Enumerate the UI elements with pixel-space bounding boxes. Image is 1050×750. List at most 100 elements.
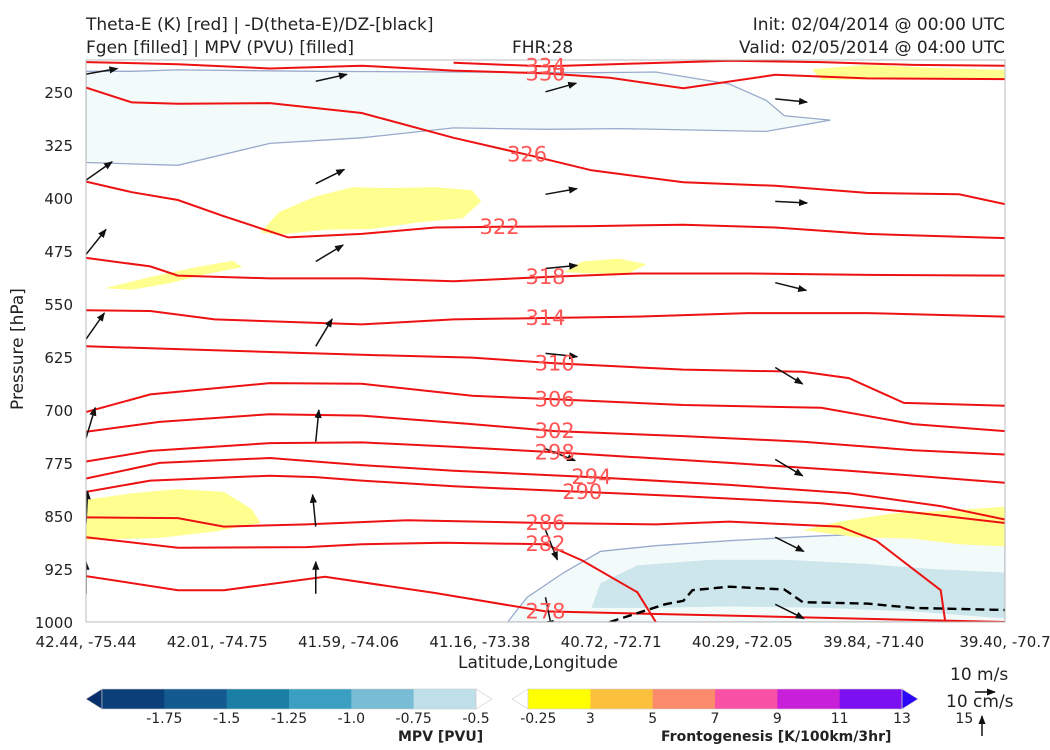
x-tick-label: 41.59, -74.06 <box>298 633 399 651</box>
x-tick-label: 40.29, -72.05 <box>692 633 793 651</box>
fgen-colorbar-tick-label: 3 <box>586 711 595 727</box>
mpv-colorbar-segment <box>226 689 290 709</box>
mpv-colorbar-segment <box>413 689 477 709</box>
theta-e-contour-306 <box>86 382 1005 433</box>
wind-vector <box>775 281 808 292</box>
mpv-colorbar-tick-label: -1.25 <box>271 711 307 727</box>
contour-label: 298 <box>535 440 575 464</box>
wind-vector <box>315 244 344 263</box>
fgen-region <box>563 258 647 274</box>
wind-vector <box>86 161 113 181</box>
theta-e-contour-326 <box>86 86 1005 206</box>
chart-title-line2: Fgen [filled] | MPV (PVU) [filled] <box>86 38 355 58</box>
contour-label: 278 <box>525 599 565 623</box>
fgen-colorbar-tick-label: 9 <box>773 711 782 727</box>
fgen-colorbar-extend-right <box>901 688 919 710</box>
mpv-colorbar-outline <box>101 688 477 710</box>
y-tick-label: 1000 <box>35 614 73 632</box>
theta-e-contour-322 <box>86 180 1005 240</box>
theta-e-contour-318 <box>86 256 1005 283</box>
y-tick-label: 400 <box>44 190 73 208</box>
wind-vector <box>315 168 346 185</box>
fgen-colorbar-segment <box>777 689 841 709</box>
y-tick-label: 250 <box>44 84 73 102</box>
mpv-colorbar-segment <box>164 689 228 709</box>
fgen-region <box>812 64 1005 80</box>
init-time: Init: 02/04/2014 @ 00:00 UTC <box>752 15 1005 35</box>
mpv-colorbar-extend-left <box>85 688 103 710</box>
wind-vector <box>774 536 805 553</box>
theta-e-contour-302 <box>86 413 1005 456</box>
mpv-colorbar-segment <box>351 689 415 709</box>
contour-label: 314 <box>525 306 565 330</box>
mpv-colorbar-tick-label: -0.25 <box>520 711 556 727</box>
wind-vector <box>774 366 804 385</box>
y-tick-label: 625 <box>44 349 73 367</box>
wind-vector <box>545 262 579 270</box>
wind-vector <box>774 603 805 620</box>
theta-e-contour-290 <box>86 474 1005 524</box>
y-tick-label: 700 <box>44 402 73 420</box>
y-tick-label: 550 <box>44 296 73 314</box>
wind-vector <box>545 352 579 360</box>
wind-vector <box>86 66 119 75</box>
contour-label: 334 <box>525 54 565 78</box>
y-tick-label: 475 <box>44 243 73 261</box>
fgen-colorbar-segment <box>528 689 591 709</box>
fgen-colorbar-segment <box>590 689 654 709</box>
theta-e-contour-286 <box>86 516 947 622</box>
valid-time: Valid: 02/05/2014 @ 04:00 UTC <box>739 38 1005 58</box>
y-tick-label: 925 <box>44 561 73 579</box>
theta-e-contour-310 <box>86 345 1005 407</box>
wind-vector <box>544 529 559 561</box>
mpv-colorbar-tick-label: -1.0 <box>338 711 365 727</box>
wind-vector <box>314 409 322 442</box>
wind-vector <box>775 97 808 105</box>
wind-vector <box>86 406 97 439</box>
theta-e-contour-294 <box>86 456 1005 521</box>
theta-e-contour-278 <box>86 575 1005 622</box>
mpv-region <box>591 559 1005 619</box>
fgen-region <box>86 489 261 540</box>
mpv-colorbar-tick-label: -1.5 <box>213 711 240 727</box>
fgen-colorbar-segment <box>652 689 716 709</box>
contour-label: 326 <box>507 143 547 167</box>
fgen-region <box>260 187 482 235</box>
fgen-colorbar-segment <box>839 689 903 709</box>
x-tick-label: 39.84, -71.40 <box>823 633 924 651</box>
x-tick-label: 40.72, -72.71 <box>561 633 662 651</box>
contour-label: 322 <box>480 215 520 239</box>
mpv-colorbar-segment <box>102 689 165 709</box>
fgen-colorbar-tick-label: 7 <box>711 711 720 727</box>
theta-e-contour-330 <box>86 61 1005 90</box>
x-tick-label: 42.44, -75.44 <box>36 633 137 651</box>
wind-vector <box>545 186 578 196</box>
fgen-colorbar-segment <box>715 689 778 709</box>
x-axis-label: Latitude,Longitude <box>458 653 618 673</box>
y-tick-label: 325 <box>44 137 73 155</box>
mpv-colorbar-segment <box>289 689 352 709</box>
wind-vector <box>309 493 317 527</box>
theta-e-contour-334 <box>453 60 1005 68</box>
fgen-colorbar-tick-label: 11 <box>831 711 849 727</box>
forecast-hour: FHR:28 <box>512 38 574 58</box>
wind-vector <box>775 198 809 207</box>
y-tick-label: 775 <box>44 455 73 473</box>
wind-vector <box>774 458 804 477</box>
wind-vector <box>545 81 578 93</box>
reference-vector-label-vertical: 10 cm/s <box>946 692 1014 712</box>
mpv-colorbar-tick-label: -0.5 <box>462 711 489 727</box>
mpv-colorbar-extend-right <box>475 688 493 710</box>
contour-label: 286 <box>525 511 565 535</box>
mpv-colorbar-tick-label: -1.75 <box>146 711 182 727</box>
theta-e-contour-314 <box>86 309 1005 326</box>
wind-vector <box>545 448 577 462</box>
mpv-colorbar-tick-label: -0.75 <box>396 711 432 727</box>
contour-label: 302 <box>535 419 575 443</box>
fgen-colorbar-extend-left <box>511 688 529 710</box>
theta-e-contour-298 <box>86 441 1005 484</box>
contour-label: 318 <box>525 265 565 289</box>
fgen-colorbar-tick-label: 13 <box>893 711 911 727</box>
fgen-colorbar-title: Frontogenesis [K/100km/3hr] <box>661 729 892 745</box>
